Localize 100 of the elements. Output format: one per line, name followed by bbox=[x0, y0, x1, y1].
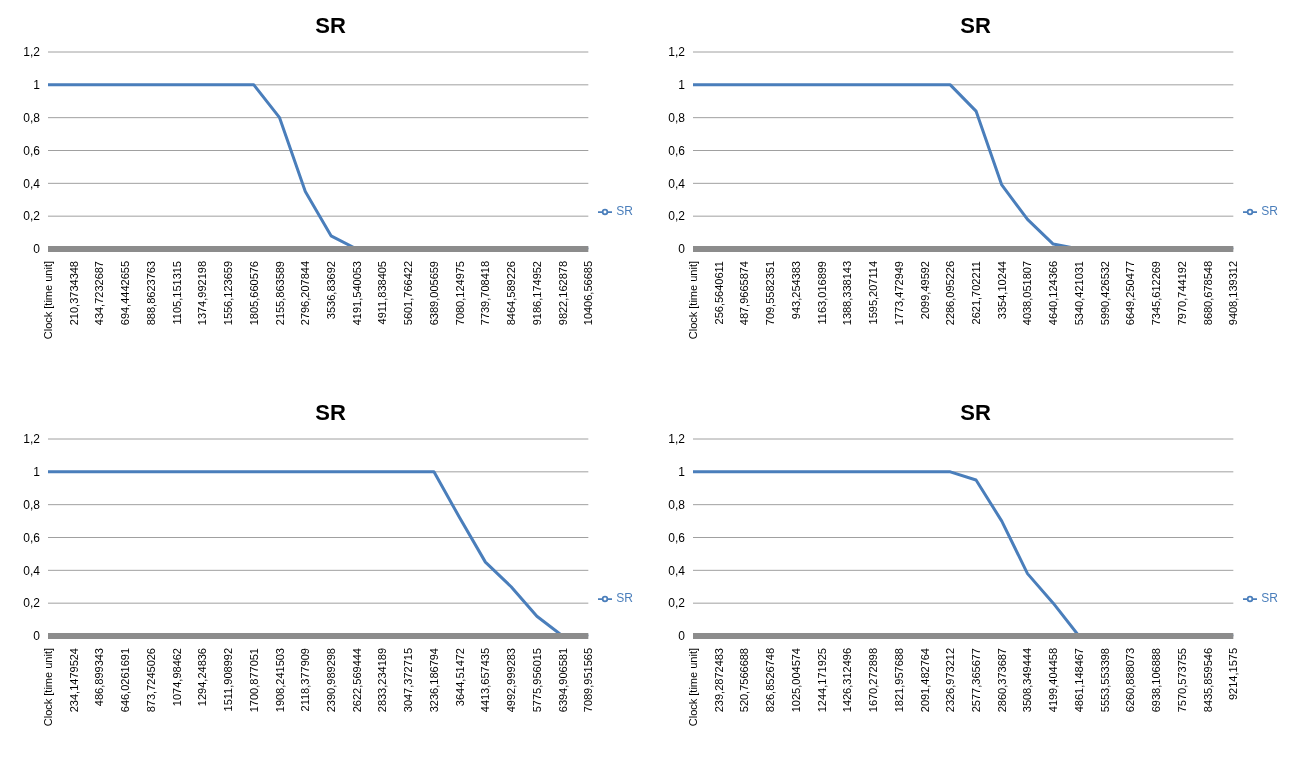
x-tick-label: 1670,272898 bbox=[867, 648, 880, 713]
y-tick-label: 0,8 bbox=[23, 110, 41, 125]
x-tick-label: 2390,989298 bbox=[325, 648, 338, 713]
y-tick-label: 0,2 bbox=[23, 209, 41, 224]
y-tick-label: 1,2 bbox=[668, 432, 686, 447]
x-tick-label: 9822,162878 bbox=[556, 261, 569, 326]
x-tick-label: 1388,338143 bbox=[841, 261, 854, 326]
x-tick-label: 2622,569444 bbox=[350, 648, 363, 713]
x-tick-label: 6938,106888 bbox=[1150, 648, 1163, 713]
x-tick-label: 1908,241503 bbox=[273, 648, 286, 713]
x-tick-label: 1595,207114 bbox=[867, 261, 880, 325]
y-tick-label: 0,6 bbox=[668, 530, 686, 545]
x-tick-label: 487,9665874 bbox=[738, 261, 751, 326]
y-tick-label: 0,2 bbox=[23, 596, 41, 611]
x-tick-label: 3047,372715 bbox=[402, 648, 415, 713]
x-tick-label: 1374,992198 bbox=[196, 261, 209, 326]
x-tick-label: 1805,660576 bbox=[247, 261, 260, 326]
x-tick-label: 1821,957688 bbox=[892, 648, 905, 713]
x-tick-label: 9214,1575 bbox=[1227, 648, 1240, 700]
x-tick-label: 1105,151315 bbox=[170, 261, 183, 325]
y-tick-label: 1,2 bbox=[23, 432, 41, 447]
x-tick-label: 694,4442655 bbox=[119, 261, 132, 326]
x-tick-label: 6649,250477 bbox=[1124, 261, 1137, 326]
y-tick-label: 0 bbox=[678, 242, 686, 257]
x-tick-label: 2577,365677 bbox=[970, 648, 983, 713]
x-tick-label: 7345,612269 bbox=[1150, 261, 1163, 326]
x-tick-label: 3536,83692 bbox=[325, 261, 338, 320]
x-tick-label: 7089,951565 bbox=[582, 648, 595, 713]
legend-label: SR bbox=[1261, 204, 1278, 219]
y-tick-label: 0,4 bbox=[668, 176, 686, 191]
x-tick-label: 234,1479524 bbox=[67, 648, 80, 713]
x-tick-label: 3508,349444 bbox=[1021, 648, 1034, 713]
x-tick-label: 1556,123659 bbox=[222, 261, 235, 326]
y-tick-label: 1 bbox=[33, 78, 41, 93]
x-tick-label: 2860,373687 bbox=[995, 648, 1008, 713]
x-tick-label: 3644,51472 bbox=[453, 648, 466, 707]
x-tick-label: 5601,766422 bbox=[402, 261, 415, 326]
x-tick-label: 943,254383 bbox=[789, 261, 802, 320]
x-tick-label: 4191,540053 bbox=[350, 261, 363, 326]
x-tick-label: 520,7566688 bbox=[738, 648, 751, 713]
x-tick-label: 1163,016899 bbox=[815, 261, 828, 325]
x-tick-label: 4911,838405 bbox=[376, 261, 389, 325]
x-tick-label: 239,2872483 bbox=[712, 648, 725, 713]
y-tick-label: 0,2 bbox=[668, 209, 686, 224]
y-tick-label: 1,2 bbox=[23, 45, 41, 60]
y-tick-label: 0,6 bbox=[668, 143, 686, 158]
x-tick-label: Clock [time unit] bbox=[42, 261, 54, 340]
x-tick-label: 6260,888073 bbox=[1124, 648, 1137, 713]
y-tick-label: 0,6 bbox=[23, 143, 41, 158]
y-tick-label: 0,4 bbox=[668, 563, 686, 578]
y-tick-label: 0,2 bbox=[668, 596, 686, 611]
x-tick-label: Clock [time unit] bbox=[42, 648, 54, 727]
x-tick-label: 2118,377909 bbox=[299, 648, 312, 712]
x-tick-label: 8435,859546 bbox=[1201, 648, 1214, 713]
x-tick-label: 10406,56685 bbox=[582, 261, 595, 326]
x-tick-label: 1244,171925 bbox=[815, 648, 828, 713]
x-tick-label: 2099,49592 bbox=[918, 261, 931, 320]
x-tick-label: 5775,956015 bbox=[530, 648, 543, 713]
x-tick-label: 2796,207844 bbox=[299, 261, 312, 326]
x-tick-label: 434,7232687 bbox=[93, 261, 106, 326]
x-tick-label: 5553,553398 bbox=[1098, 648, 1111, 713]
x-tick-label: 8464,589226 bbox=[505, 261, 518, 326]
x-tick-label: 7570,573755 bbox=[1175, 648, 1188, 713]
x-tick-label: 4038,051807 bbox=[1021, 261, 1034, 326]
y-tick-label: 0 bbox=[33, 242, 41, 257]
x-tick-label: 7080,124975 bbox=[453, 261, 466, 326]
legend-label: SR bbox=[1261, 591, 1278, 606]
x-tick-label: 826,8526748 bbox=[764, 648, 777, 713]
y-tick-label: 0,6 bbox=[23, 530, 41, 545]
x-tick-label: 210,3734348 bbox=[67, 261, 80, 326]
x-tick-label: 4640,124366 bbox=[1047, 261, 1060, 326]
x-tick-label: 5340,421031 bbox=[1072, 261, 1085, 326]
x-tick-label: Clock [time unit] bbox=[687, 261, 699, 340]
x-tick-label: 1773,472949 bbox=[892, 261, 905, 326]
y-tick-label: 0,8 bbox=[668, 110, 686, 125]
chart-title: SR bbox=[314, 399, 347, 427]
y-tick-label: 1,2 bbox=[668, 45, 686, 60]
x-tick-label: 7970,744192 bbox=[1175, 261, 1188, 326]
x-tick-label: 2621,702211 bbox=[970, 261, 983, 325]
x-tick-label: 4992,999283 bbox=[505, 648, 518, 713]
x-tick-label: 3236,186794 bbox=[427, 648, 440, 713]
x-tick-label: 7739,708418 bbox=[479, 261, 492, 326]
x-tick-label: 6394,906581 bbox=[556, 648, 569, 713]
chart-title: SR bbox=[959, 399, 992, 427]
x-tick-label: 5990,426532 bbox=[1098, 261, 1111, 326]
x-tick-label: 4199,404458 bbox=[1047, 648, 1060, 713]
x-tick-label: 888,8623763 bbox=[144, 261, 157, 326]
x-tick-label: 1294,24836 bbox=[196, 648, 209, 707]
y-tick-label: 1 bbox=[33, 465, 41, 480]
y-tick-label: 0 bbox=[33, 629, 41, 644]
chart-title: SR bbox=[314, 12, 347, 40]
x-tick-label: 4413,657435 bbox=[479, 648, 492, 713]
y-tick-label: 0,8 bbox=[23, 497, 41, 512]
y-tick-label: 0,4 bbox=[23, 563, 41, 578]
x-tick-label: 1511,908992 bbox=[222, 648, 235, 712]
chart-title: SR bbox=[959, 12, 992, 40]
x-tick-label: 4861,148467 bbox=[1072, 648, 1085, 713]
x-tick-label: 1426,312496 bbox=[841, 648, 854, 713]
x-tick-label: 3354,10244 bbox=[995, 261, 1008, 320]
y-tick-label: 1 bbox=[678, 465, 686, 480]
